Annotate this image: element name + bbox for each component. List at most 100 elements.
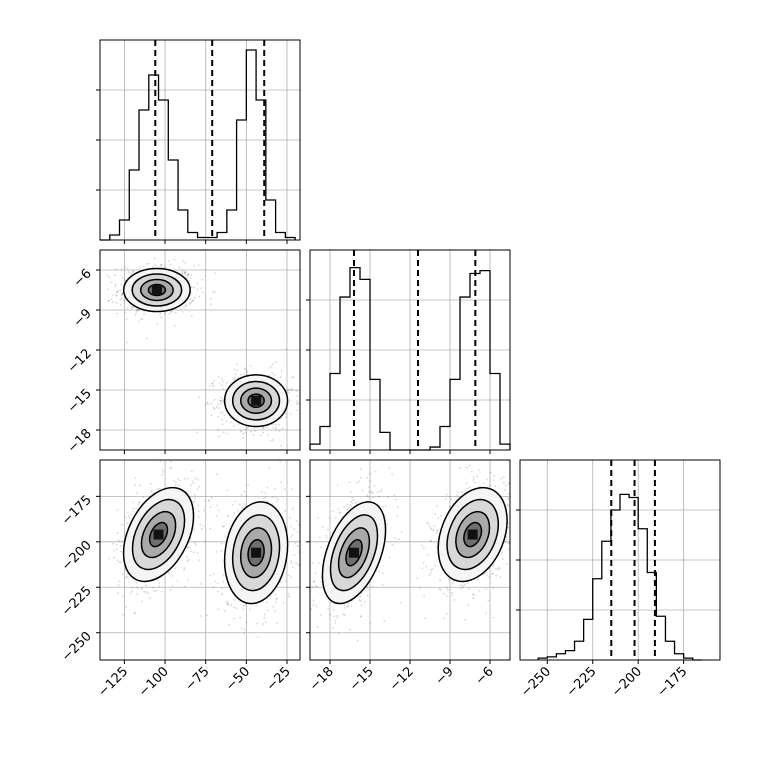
scatter-point <box>465 482 468 484</box>
scatter-point <box>236 369 239 372</box>
scatter-point <box>221 525 224 528</box>
scatter-point <box>253 426 255 429</box>
scatter-point <box>294 542 296 544</box>
scatter-point <box>201 527 203 530</box>
scatter-point <box>120 293 123 295</box>
scatter-point <box>183 477 186 480</box>
scatter-point <box>485 574 488 577</box>
scatter-point <box>289 516 292 519</box>
scatter-point <box>113 274 116 277</box>
scatter-point <box>194 477 197 480</box>
scatter-point <box>240 430 243 433</box>
scatter-point <box>191 299 194 302</box>
scatter-point <box>451 592 453 594</box>
scatter-point <box>222 580 224 583</box>
scatter-point <box>184 304 187 307</box>
scatter-point <box>513 548 515 550</box>
panel-p0-p1-ytick-label: −6 <box>71 266 95 290</box>
scatter-point <box>233 376 236 379</box>
scatter-point <box>216 582 219 585</box>
scatter-point <box>507 526 510 529</box>
scatter-point <box>315 605 318 608</box>
scatter-point <box>241 507 244 509</box>
scatter-point <box>281 369 283 372</box>
scatter-point <box>302 579 304 581</box>
scatter-point <box>192 299 195 302</box>
scatter-point <box>263 616 266 619</box>
scatter-point <box>204 499 207 502</box>
scatter-point <box>296 520 298 523</box>
scatter-point <box>179 308 182 311</box>
scatter-point <box>116 532 119 535</box>
scatter-point <box>159 460 162 463</box>
scatter-point <box>199 523 202 526</box>
scatter-point <box>111 301 114 303</box>
scatter-point <box>290 389 293 392</box>
scatter-point <box>285 573 288 576</box>
scatter-point <box>341 515 344 518</box>
scatter-point <box>285 580 287 582</box>
scatter-point <box>425 565 427 568</box>
scatter-point <box>348 481 351 483</box>
scatter-point <box>262 431 265 434</box>
scatter-point <box>493 474 495 477</box>
scatter-point <box>184 274 187 277</box>
scatter-point <box>193 497 196 500</box>
scatter-point <box>188 546 190 548</box>
scatter-point <box>304 583 306 585</box>
scatter-point <box>126 575 128 578</box>
histogram-frame <box>519 459 721 661</box>
scatter-point <box>208 385 211 387</box>
scatter-point <box>243 628 246 631</box>
scatter-point <box>126 522 129 525</box>
scatter-point <box>189 298 192 301</box>
scatter-point <box>188 280 190 282</box>
scatter-point <box>489 471 492 474</box>
scatter-point <box>220 400 223 403</box>
scatter-point <box>245 371 248 374</box>
scatter-point <box>424 617 426 620</box>
scatter-point <box>115 268 118 271</box>
scatter-point <box>346 503 349 506</box>
scatter-point <box>119 561 122 564</box>
scatter-point <box>151 266 154 268</box>
scatter-point <box>336 484 339 487</box>
scatter-point <box>117 592 120 594</box>
scatter-point <box>198 559 201 562</box>
scatter-point <box>284 510 286 512</box>
scatter-point <box>229 421 232 424</box>
histogram-p2-xtick-label: −250 <box>518 664 554 700</box>
scatter-point <box>226 488 229 491</box>
scatter-point <box>250 430 252 433</box>
scatter-point <box>212 385 215 387</box>
scatter-point <box>381 584 384 586</box>
scatter-point <box>347 507 350 510</box>
scatter-point <box>114 283 117 286</box>
scatter-point <box>397 506 399 509</box>
scatter-point <box>156 579 159 581</box>
scatter-point <box>122 613 124 616</box>
scatter-point <box>131 270 134 273</box>
scatter-point <box>350 500 352 503</box>
scatter-point <box>447 578 450 581</box>
scatter-point <box>367 490 370 493</box>
scatter-point <box>319 614 322 617</box>
histogram-p2: −250 −225 −200 −175 <box>516 459 721 700</box>
scatter-point <box>162 471 165 473</box>
scatter-point <box>296 409 299 412</box>
scatter-point <box>511 501 513 503</box>
scatter-point <box>271 496 274 499</box>
scatter-point <box>423 547 425 550</box>
scatter-point <box>193 296 196 299</box>
scatter-point <box>134 484 137 486</box>
scatter-point <box>271 372 274 375</box>
scatter-point <box>209 303 212 306</box>
scatter-point <box>223 609 226 612</box>
scatter-point <box>135 586 138 589</box>
scatter-point <box>116 509 119 512</box>
scatter-point <box>506 563 509 566</box>
scatter-point <box>243 505 246 508</box>
scatter-point <box>380 488 383 491</box>
scatter-point <box>267 434 270 437</box>
scatter-point <box>334 517 337 520</box>
